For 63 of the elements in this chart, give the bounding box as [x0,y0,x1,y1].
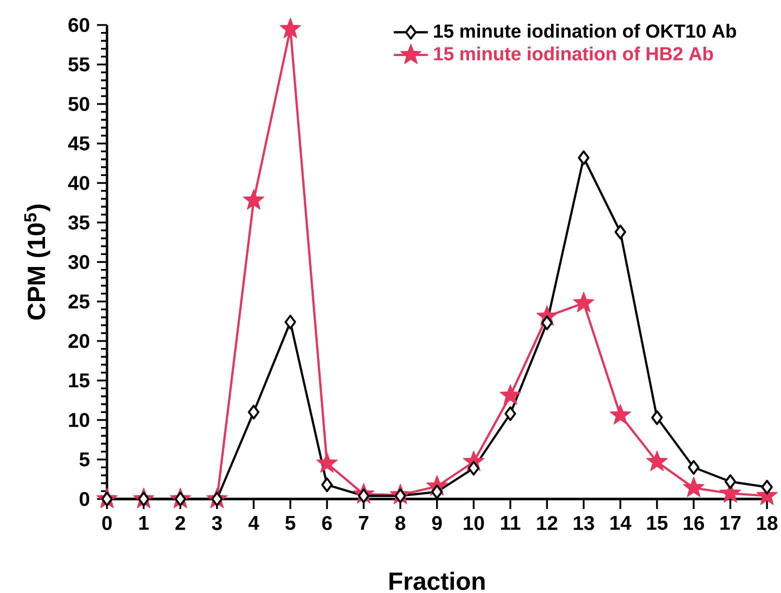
x-tick-label: 1 [139,516,149,530]
y-tick-label: 50 [68,96,90,112]
x-tick-label: 17 [720,516,741,530]
y-tick-label: 60 [68,18,90,32]
x-axis-title: Fraction [390,572,485,590]
point [541,315,553,330]
y-tick-label: 35 [68,215,90,230]
x-tick-label: 10 [464,516,484,530]
point [321,477,333,492]
x-tick-label: 6 [322,516,332,530]
point [394,488,406,504]
point [578,150,590,166]
point [101,492,113,506]
point [211,492,223,506]
x-tick-label: 5 [285,516,296,530]
point [468,460,480,476]
point [248,404,260,420]
point [280,18,302,38]
y-tick-label: 20 [68,334,90,348]
y-tick-label: 40 [68,176,90,190]
point [682,476,704,498]
x-tick-label: 16 [684,516,704,530]
x-tick-label: 11 [501,516,520,530]
point [724,474,736,489]
y-tick-label: 0 [80,492,90,506]
x-tick-label: 8 [395,516,406,530]
y-tick-label: 45 [68,136,90,150]
y-tick-label: 10 [69,412,90,428]
x-tick-label: 18 [757,516,778,530]
legend-label: 15 minute iodination of HB2 Ab [434,46,713,60]
point [316,452,338,473]
y-axis-title: CPM (10$^{5}$) [24,204,50,320]
x-tick-label: 9 [432,516,442,530]
point [504,406,516,422]
x-tick-label: 3 [212,516,222,530]
point [614,224,626,240]
point [242,189,264,210]
point [174,492,186,506]
point [358,488,370,504]
point [646,450,668,472]
x-tick-label: 4 [248,516,260,530]
point [761,480,773,495]
y-tick-label: 15 [69,374,90,388]
y-tick-label: 5 [80,452,90,466]
x-tick-label: 12 [537,516,558,530]
point [500,384,522,405]
point [610,404,632,424]
point [651,410,663,426]
point [284,314,296,330]
point [572,292,594,312]
y-tick-label: 25 [68,294,90,309]
x-tick-label: 13 [574,516,594,530]
point [431,484,443,500]
point [688,460,700,475]
x-tick-label: 14 [610,516,632,530]
point [138,492,150,506]
x-tick-label: 7 [358,516,368,530]
x-tick-label: 15 [647,516,668,530]
x-tick-label: 2 [175,516,186,530]
y-tick-label: 55 [68,58,90,72]
y-tick-label: 30 [68,254,90,270]
x-tick-label: 0 [102,516,112,530]
legend-label: 15 minute iodination of OKT10 Ab [434,24,736,38]
